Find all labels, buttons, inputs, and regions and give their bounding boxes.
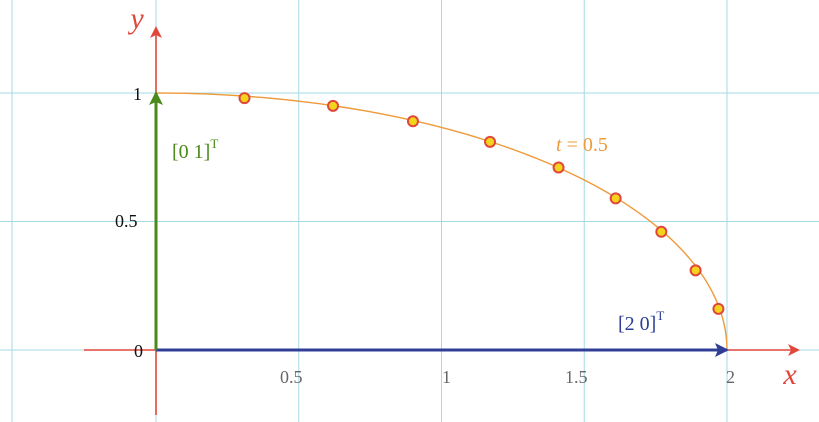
curve-point [689,264,702,277]
t-value: = 0.5 [562,134,608,156]
y-vector-text: [0 1] [172,141,210,163]
curve-point [609,192,622,205]
curve-points [238,92,725,315]
x-vector-text: [2 0] [618,313,656,335]
basis-vectors [149,91,729,357]
origin-label: 0 [134,341,143,361]
y-tick-label-1: 1 [133,84,142,104]
x-vector-label: [2 0]T [618,308,664,335]
x-vector-sup: T [656,308,664,323]
x-tick-label-1.5: 1.5 [565,367,588,387]
x-axis-label: x [782,358,797,391]
curve-point [484,135,497,148]
t-symbol: t [556,134,562,156]
curve-parameter-label: t = 0.5 [556,134,608,156]
x-tick-label-0.5: 0.5 [280,367,303,387]
y-vector-label: [0 1]T [172,136,218,163]
curve-point [552,161,565,174]
y-vector-sup: T [210,136,218,151]
curve-point [655,225,668,238]
y-axis-label: y [127,2,144,35]
curve-point [238,92,251,105]
curve-point [406,115,419,128]
x-tick-label-1: 1 [442,367,451,387]
x-tick-label-2: 2 [726,367,735,387]
curve-point [712,302,725,315]
curve-point [327,99,340,112]
y-tick-label-0.5: 0.5 [115,211,138,231]
